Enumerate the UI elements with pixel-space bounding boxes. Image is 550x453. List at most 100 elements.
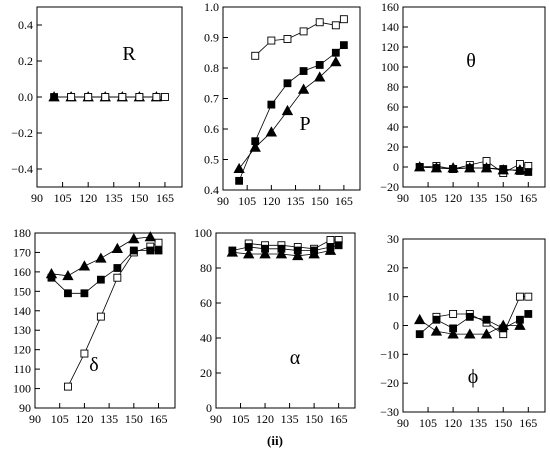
x-tick-label: 105 bbox=[238, 194, 256, 208]
data-point-filled-triangle bbox=[324, 244, 337, 255]
y-tick-label: 130 bbox=[13, 323, 31, 337]
data-point-filled-triangle bbox=[243, 248, 255, 259]
y-tick-label: 0.8 bbox=[204, 61, 219, 75]
data-point-filled-square bbox=[339, 41, 348, 50]
y-tick-label: 0.6 bbox=[204, 122, 219, 136]
x-tick-label: 105 bbox=[51, 412, 69, 426]
x-tick-label: 120 bbox=[75, 412, 93, 426]
panel-phi-ticks: 90 105 120 135 150 165 30 20 10 0 −10 −20 −30 bbox=[380, 232, 537, 430]
x-tick-label: 165 bbox=[156, 191, 174, 205]
y-tick-label: −0.2 bbox=[11, 126, 33, 140]
data-point-filled-triangle bbox=[78, 260, 91, 271]
x-tick-label: 120 bbox=[256, 412, 274, 426]
data-point-open-square bbox=[118, 93, 127, 101]
y-tick-label: 0.4 bbox=[18, 18, 33, 32]
y-tick-label: 40 bbox=[200, 331, 212, 345]
x-tick-label: 90 bbox=[29, 412, 41, 426]
data-point-filled-triangle bbox=[45, 268, 58, 279]
data-point-filled-triangle bbox=[314, 71, 326, 82]
x-tick-label: 150 bbox=[130, 191, 148, 205]
data-point-filled-square bbox=[465, 312, 474, 321]
data-point-open-square bbox=[515, 292, 524, 301]
data-point-open-square bbox=[449, 310, 458, 318]
data-point-filled-square bbox=[334, 241, 343, 250]
data-point-filled-square bbox=[50, 93, 58, 101]
data-point-filled-triangle bbox=[292, 249, 304, 261]
x-tick-label: 105 bbox=[232, 412, 250, 426]
panel-phi-marks bbox=[414, 292, 533, 339]
panel-delta-ticks: 90 105 120 135 150 165 180 170 160 150 140 130 120 11… bbox=[13, 226, 168, 426]
panel-P: P 90 105 120 135 150 165 1.0 0.9 0.8 0.7 0.6 0.5 0.4 bbox=[204, 0, 361, 208]
x-tick-label: 120 bbox=[262, 194, 280, 208]
y-tick-label: 0.9 bbox=[204, 31, 219, 45]
y-tick-label: 160 bbox=[381, 0, 399, 14]
data-point-filled-triangle bbox=[275, 248, 288, 259]
data-point-filled-triangle bbox=[480, 328, 493, 339]
panel-R-marks bbox=[48, 91, 169, 102]
data-point-filled-square bbox=[267, 100, 276, 109]
y-tick-label: 0 bbox=[206, 401, 212, 415]
data-point-filled-square bbox=[235, 176, 244, 185]
y-tick-label: 0.0 bbox=[18, 90, 33, 104]
x-tick-label: 165 bbox=[150, 412, 168, 426]
y-tick-label: 100 bbox=[194, 226, 212, 240]
panel-alpha-ticks: 90 105 120 135 150 165 100 80 60 40 20 0 bbox=[194, 226, 348, 426]
data-point-filled-triangle bbox=[233, 162, 245, 174]
x-tick-label: 135 bbox=[287, 194, 305, 208]
data-point-filled-square bbox=[80, 289, 89, 298]
y-tick-label: 180 bbox=[13, 226, 31, 240]
data-point-filled-triangle bbox=[330, 56, 342, 67]
panel-P-marks bbox=[233, 15, 348, 185]
data-point-open-square bbox=[84, 93, 93, 101]
data-point-filled-triangle bbox=[259, 248, 271, 259]
data-point-filled-triangle bbox=[514, 164, 526, 175]
y-tick-label: 80 bbox=[387, 80, 399, 94]
data-point-open-square bbox=[283, 35, 292, 43]
data-point-filled-triangle bbox=[447, 162, 459, 173]
data-point-filled-triangle bbox=[226, 246, 239, 257]
x-tick-label: 135 bbox=[105, 191, 123, 205]
panel-alpha-marks bbox=[226, 236, 343, 261]
x-tick-label: 90 bbox=[217, 194, 229, 208]
y-tick-label: −20 bbox=[380, 376, 399, 390]
data-point-filled-square bbox=[96, 275, 105, 284]
data-point-filled-triangle bbox=[414, 161, 426, 172]
data-point-filled-square bbox=[299, 67, 308, 75]
data-point-filled-triangle bbox=[447, 328, 459, 339]
y-tick-label: 0.5 bbox=[204, 153, 219, 167]
data-point-filled-triangle bbox=[249, 141, 261, 152]
y-tick-label: 150 bbox=[13, 284, 31, 298]
x-tick-label: 150 bbox=[494, 416, 512, 430]
y-tick-label: −20 bbox=[380, 180, 399, 194]
data-point-open-square bbox=[152, 93, 161, 101]
data-point-filled-square bbox=[415, 330, 424, 339]
panel-alpha-label: α bbox=[290, 347, 301, 369]
data-point-open-square bbox=[96, 312, 105, 321]
y-tick-label: 140 bbox=[13, 304, 31, 318]
data-point-filled-square bbox=[146, 246, 155, 255]
panel-theta-marks bbox=[414, 157, 533, 177]
data-point-open-square bbox=[80, 349, 89, 358]
data-point-filled-triangle bbox=[414, 313, 426, 325]
x-tick-label: 135 bbox=[469, 416, 487, 430]
data-point-open-square bbox=[326, 236, 335, 244]
panel-alpha-frame bbox=[215, 232, 356, 409]
x-tick-label: 120 bbox=[444, 191, 462, 205]
x-tick-label: 135 bbox=[281, 412, 299, 426]
y-tick-label: −0.4 bbox=[11, 162, 33, 176]
y-tick-label: 100 bbox=[381, 60, 399, 74]
panel-delta-marks bbox=[45, 231, 163, 391]
y-tick-label: 0 bbox=[393, 319, 399, 333]
y-tick-label: 90 bbox=[19, 401, 31, 415]
data-point-filled-triangle bbox=[128, 233, 140, 244]
data-point-filled-square bbox=[154, 246, 163, 255]
x-tick-label: 150 bbox=[311, 194, 329, 208]
y-tick-label: 0.7 bbox=[204, 92, 219, 106]
data-point-open-square bbox=[160, 93, 169, 101]
data-point-filled-triangle bbox=[62, 269, 74, 281]
panel-phi: ϕ 90 105 120 135 150 165 30 20 10 0 −10 −20 −30 bbox=[380, 232, 546, 430]
y-tick-label: 110 bbox=[13, 362, 31, 376]
y-tick-label: 120 bbox=[13, 343, 31, 357]
y-tick-label: 0.2 bbox=[18, 54, 33, 68]
